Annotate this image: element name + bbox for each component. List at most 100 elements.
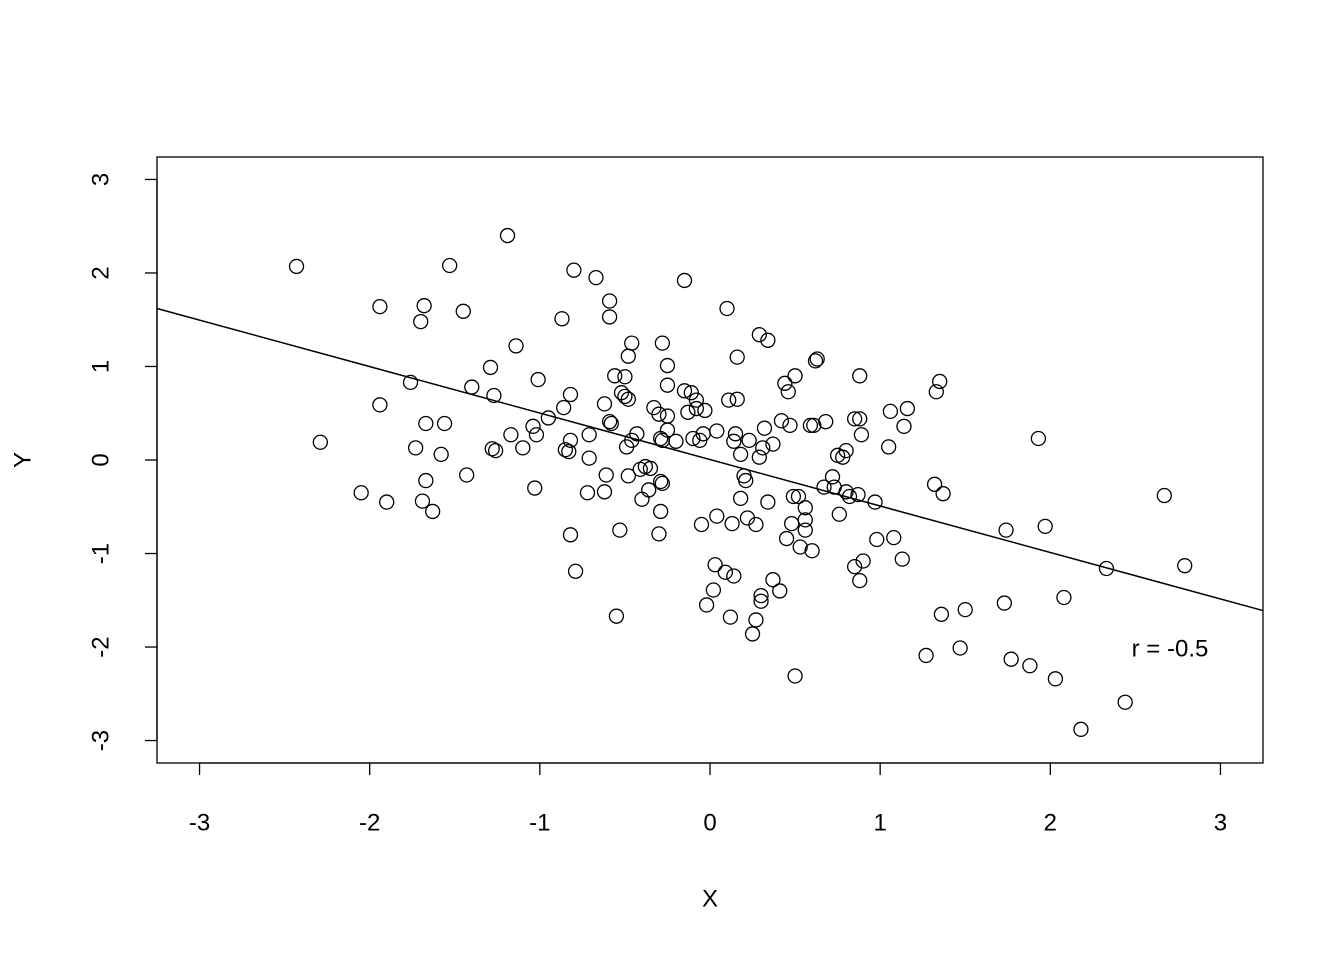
point	[760, 494, 776, 510]
point	[379, 494, 395, 510]
point	[751, 449, 767, 465]
point	[608, 608, 625, 624]
point	[527, 480, 543, 496]
point	[414, 493, 431, 509]
point	[629, 426, 645, 442]
point	[685, 430, 701, 447]
point	[499, 227, 516, 244]
point	[782, 417, 798, 434]
point	[778, 530, 795, 547]
point	[561, 443, 577, 460]
y-tick-label: -3	[87, 730, 114, 751]
point	[601, 309, 618, 325]
point	[436, 415, 453, 432]
point	[765, 572, 781, 588]
point	[824, 469, 841, 485]
point	[525, 418, 541, 434]
point	[765, 436, 781, 452]
point	[729, 391, 745, 407]
point	[792, 539, 808, 555]
x-tick-label: -1	[529, 809, 550, 836]
point	[918, 647, 934, 664]
point	[816, 479, 832, 495]
point	[413, 313, 429, 330]
point	[1022, 658, 1038, 674]
point	[751, 327, 767, 343]
point	[596, 484, 613, 500]
point	[1003, 651, 1019, 667]
point	[806, 417, 822, 434]
point	[831, 506, 847, 522]
point	[598, 467, 614, 483]
point	[528, 427, 545, 443]
point	[744, 626, 761, 642]
y-tick-label: 1	[87, 360, 114, 373]
point	[459, 467, 475, 483]
point	[996, 595, 1013, 611]
point	[617, 369, 633, 385]
regression-line	[156, 307, 1264, 612]
point	[562, 432, 579, 449]
point	[780, 384, 796, 400]
point	[894, 551, 910, 567]
point	[869, 531, 885, 548]
point	[790, 488, 807, 505]
point	[508, 338, 524, 354]
point	[1030, 430, 1047, 447]
point	[464, 379, 480, 395]
point	[482, 359, 499, 376]
point	[567, 563, 584, 579]
point	[642, 460, 659, 477]
point	[784, 515, 800, 532]
point	[732, 446, 749, 463]
x-tick-label: 1	[873, 809, 886, 836]
point	[693, 516, 710, 533]
point	[846, 411, 863, 427]
point	[932, 373, 948, 390]
point	[581, 450, 597, 466]
x-tick-label: 3	[1214, 809, 1227, 836]
point	[748, 516, 764, 533]
y-tick-label: -2	[87, 636, 114, 657]
point	[503, 427, 519, 443]
point	[697, 402, 713, 419]
point	[515, 440, 531, 456]
point	[688, 392, 705, 408]
point	[288, 258, 305, 275]
point	[709, 423, 725, 439]
point	[581, 427, 597, 443]
point	[797, 522, 813, 538]
point	[773, 413, 790, 429]
point	[620, 468, 636, 484]
point	[928, 384, 944, 400]
x-tick-label: 0	[703, 809, 716, 836]
point	[601, 414, 618, 430]
point	[852, 572, 868, 589]
point	[722, 609, 739, 625]
point	[372, 298, 388, 315]
point	[624, 335, 640, 351]
point	[556, 399, 572, 416]
point	[1073, 721, 1089, 737]
point	[601, 293, 618, 309]
annotation: r = -0.5	[1132, 635, 1209, 662]
point	[777, 375, 793, 391]
point	[933, 606, 950, 622]
point	[727, 426, 744, 442]
point	[753, 593, 769, 609]
x-axis-label: X	[702, 885, 718, 912]
point	[659, 357, 676, 374]
point	[719, 300, 735, 317]
y-axis-label: Y	[9, 452, 36, 468]
point	[683, 385, 699, 401]
point	[881, 439, 897, 455]
point	[818, 414, 834, 430]
y-tick-label: 0	[87, 453, 114, 466]
point	[372, 397, 388, 413]
point	[886, 529, 902, 546]
point	[433, 446, 449, 463]
point	[721, 392, 737, 408]
point	[579, 485, 596, 501]
x-tick-label: -3	[189, 809, 210, 836]
point	[726, 568, 742, 584]
